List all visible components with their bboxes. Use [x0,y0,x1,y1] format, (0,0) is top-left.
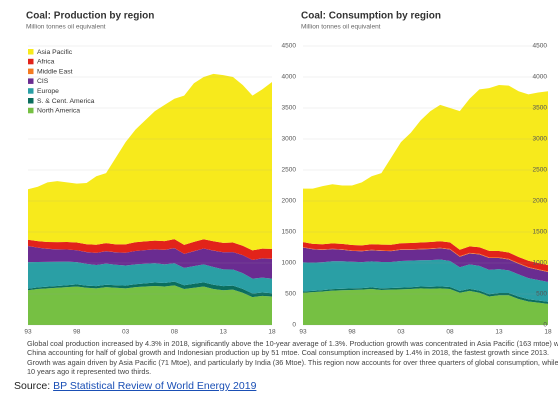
y-tick-label: 1500 [282,229,297,236]
y-tick-label: 0 [543,322,547,329]
legend-swatch [28,88,34,94]
x-tick-label: 03 [397,329,405,336]
source-link[interactable]: BP Statistical Review of World Energy 20… [53,380,257,392]
x-tick-label: 03 [122,329,130,336]
x-tick-label: 13 [495,329,503,336]
area [303,286,548,304]
y-tick-label: 2000 [282,198,297,205]
y-tick-label: 3500 [533,105,548,112]
y-tick-label: 1000 [282,260,297,267]
y-tick-label: 4000 [282,74,297,81]
area [303,85,548,266]
x-tick-label: 18 [544,329,552,336]
source-label: Source: [14,380,51,392]
area [303,241,548,272]
caption: Global coal production increased by 4.3%… [27,339,558,377]
area [28,285,272,325]
y-tick-label: 3500 [282,105,297,112]
area [28,261,272,294]
area [28,281,272,298]
legend-swatch [28,107,34,114]
chart-title: Coal: Production by region [26,11,154,22]
x-tick-label: 98 [73,329,81,336]
x-tick-label: 13 [220,329,228,336]
source: Source: BP Statistical Review of World E… [14,380,256,392]
area [28,73,272,251]
y-tick-label: 0 [292,322,296,329]
area [303,259,548,302]
x-tick-label: 18 [268,329,276,336]
legend-label: S. & Cent. America [37,98,95,105]
y-tick-label: 2500 [282,167,297,174]
chart-subtitle: Million tonnes oil equivalent [301,24,381,31]
legend-label: Europe [37,88,59,95]
x-tick-label: 08 [446,329,454,336]
y-tick-label: 1500 [533,229,548,236]
legend-label: Middle East [37,68,73,75]
legend-label: CIS [37,78,49,85]
legend-label: North America [37,108,80,115]
y-tick-label: 500 [285,291,296,298]
area [303,288,548,325]
x-tick-label: 93 [299,329,307,336]
legend-label: Asia Pacific [37,49,73,56]
chart-subtitle: Million tonnes oil equivalent [26,24,106,31]
x-tick-label: 93 [24,329,32,336]
area [28,245,272,279]
x-tick-label: 98 [348,329,356,336]
y-tick-label: 4500 [533,43,548,50]
legend-swatch [28,68,34,75]
x-tick-label: 08 [171,329,179,336]
charts: Coal: Production by region Million tonnes… [24,11,552,336]
y-tick-label: 2000 [533,198,548,205]
y-tick-label: 500 [536,291,547,298]
y-tick-label: 4000 [533,74,548,81]
legend-swatch [28,78,34,84]
y-tick-label: 3000 [282,136,297,143]
legend-label: Africa [37,59,55,66]
y-tick-label: 3000 [533,136,548,143]
area [28,239,272,260]
legend-swatch [28,49,34,55]
legend-swatch [28,58,34,65]
y-tick-label: 4500 [282,43,297,50]
y-tick-label: 2500 [533,167,548,174]
legend-swatch [28,98,34,104]
chart-title: Coal: Consumption by region [301,11,441,22]
area [303,247,548,282]
y-tick-label: 1000 [533,260,548,267]
